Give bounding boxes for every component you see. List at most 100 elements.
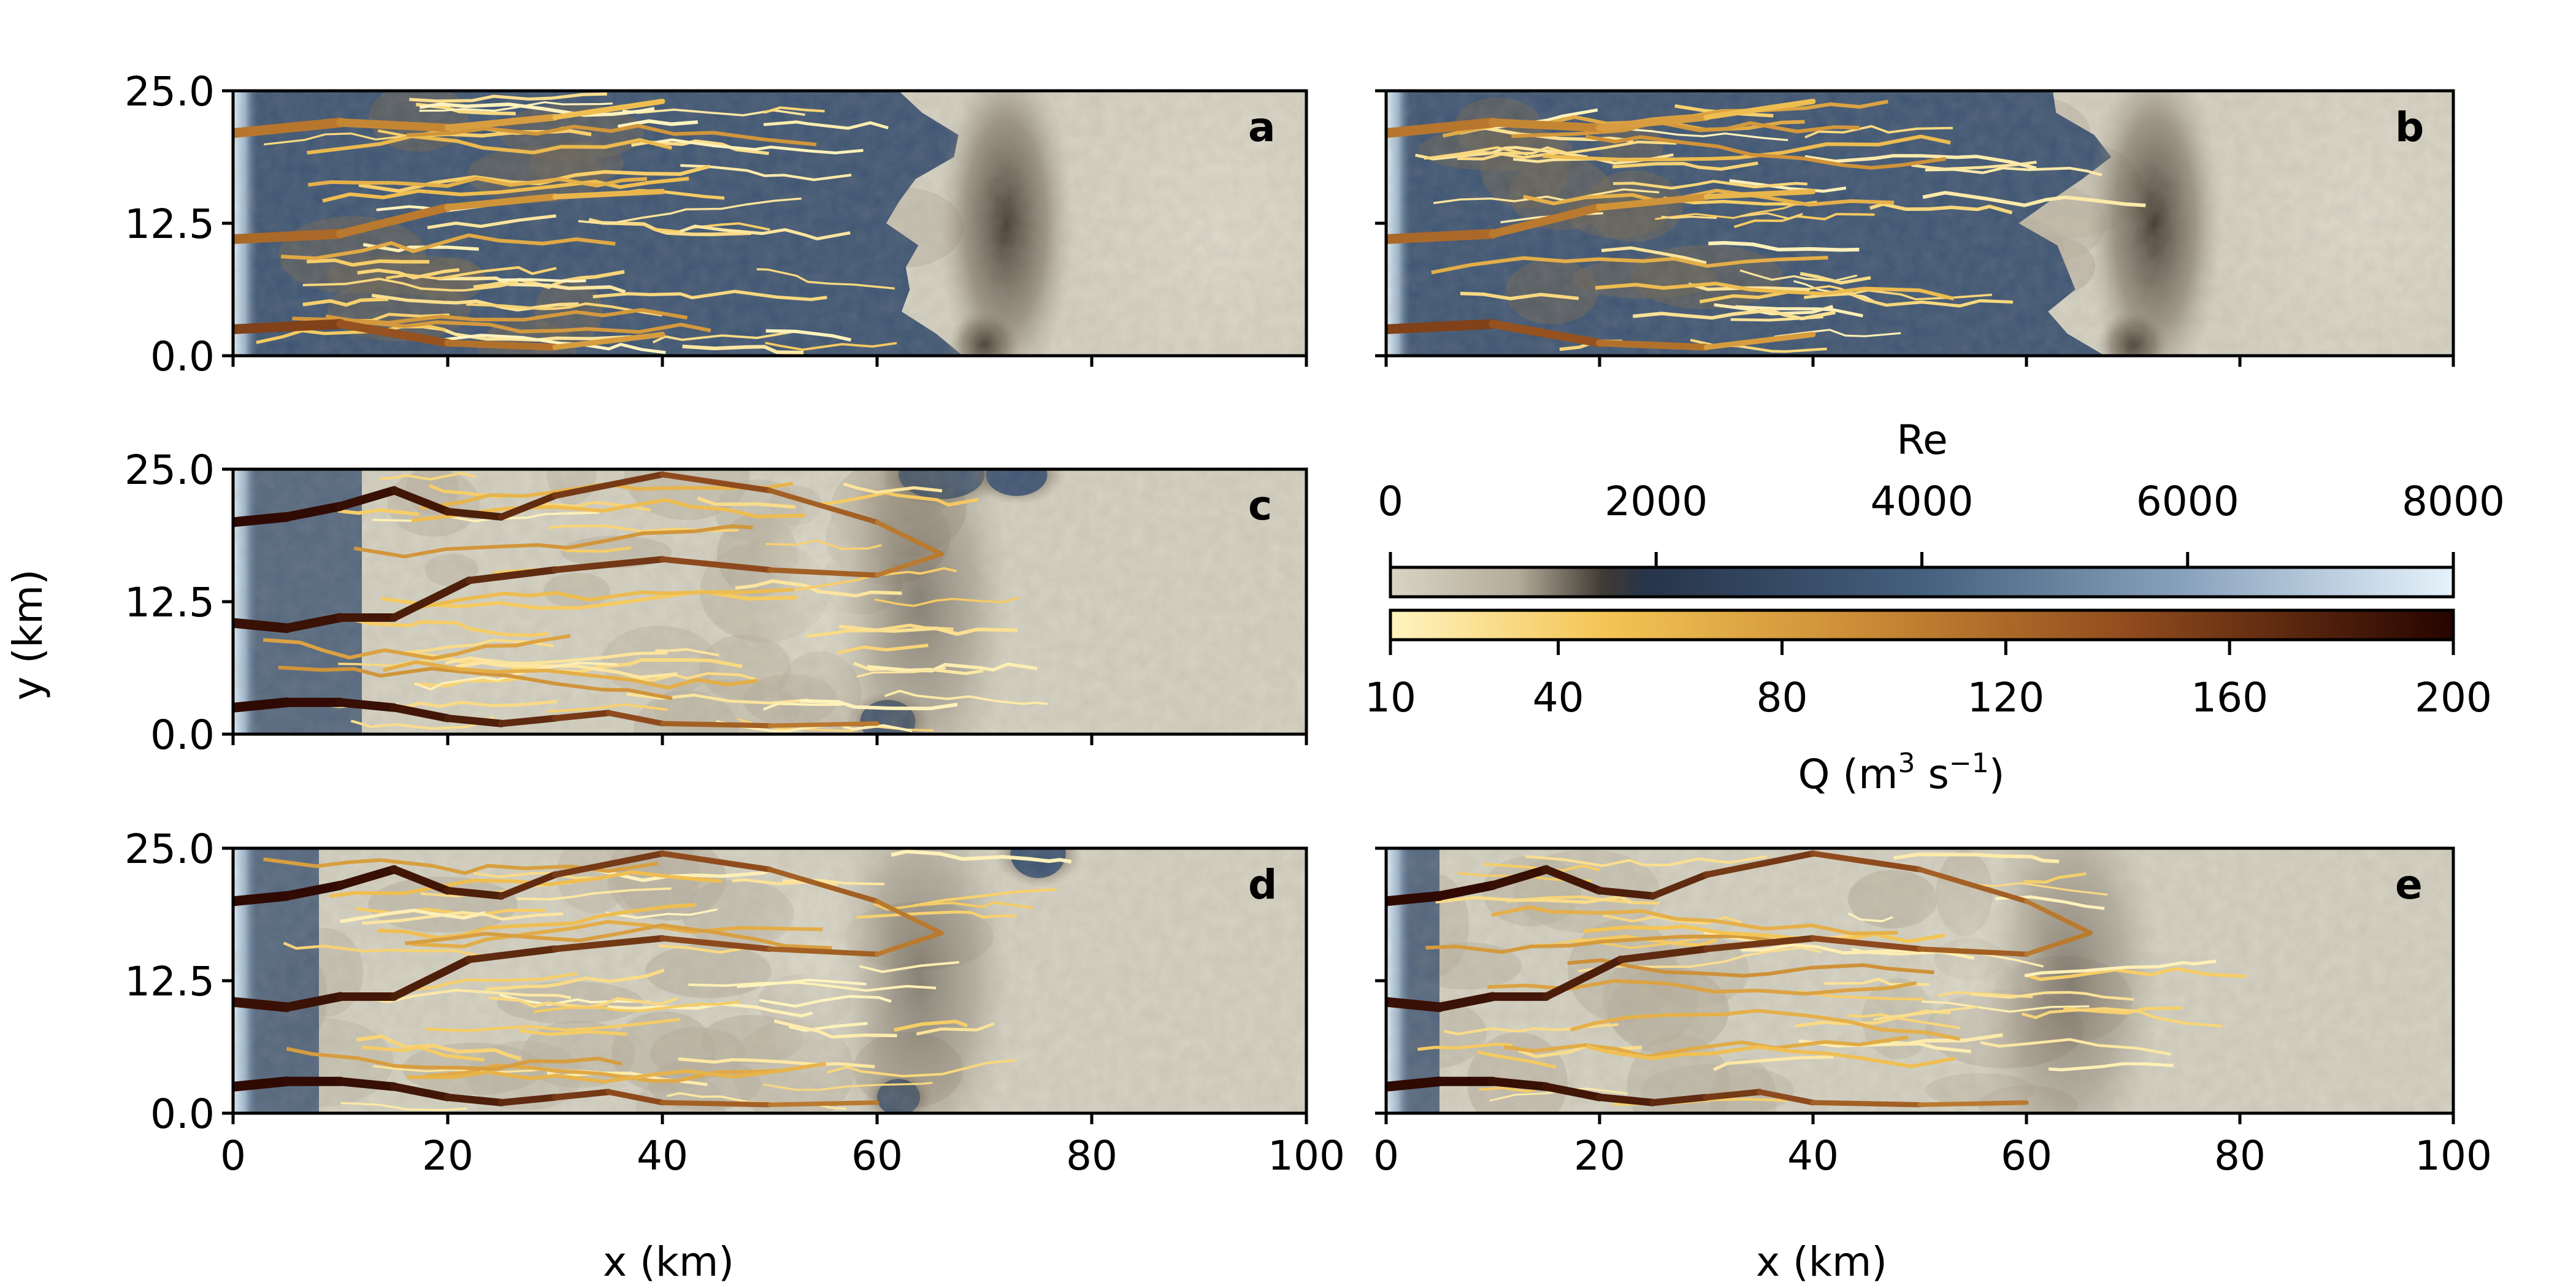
y-tick-label: 25.0	[125, 826, 215, 873]
channel-segment	[1708, 241, 1860, 252]
channel-segment	[1661, 215, 1717, 220]
channel-segment	[1543, 134, 1951, 162]
channel-segment	[356, 1034, 522, 1061]
channel-segment	[867, 662, 1038, 673]
main-channel-1	[1386, 319, 1498, 334]
channel-segment	[302, 297, 389, 307]
q-colorbar-tick-label: 120	[1967, 674, 2044, 721]
channel-segment	[1739, 212, 1803, 220]
re-colorbar-tick-label: 2000	[1604, 478, 1708, 525]
main-channel-1	[551, 710, 612, 722]
x-axis-label-left: x (km)	[603, 1238, 734, 1286]
main-channel-1	[443, 715, 505, 727]
main-channel-1	[233, 1076, 292, 1092]
channel-segment	[763, 120, 889, 130]
main-channel-3	[335, 486, 399, 511]
channel-segment	[678, 1057, 875, 1068]
channel-segment	[1491, 905, 1898, 935]
channel-segment	[350, 617, 549, 637]
main-channel-1	[1703, 332, 1816, 350]
channel-segment	[762, 702, 842, 711]
q-colorbar-tick-label: 40	[1533, 674, 1584, 721]
channel-segment	[799, 699, 958, 710]
channel-segment	[1714, 303, 1833, 316]
main-channel-3	[1386, 891, 1444, 907]
main-channel-3	[659, 850, 773, 873]
main-channel-3	[389, 865, 452, 895]
channel-segment	[913, 887, 1057, 908]
main-channel-3	[1703, 98, 1816, 120]
channel-segment	[1804, 154, 2037, 171]
channel-segment	[1460, 291, 1579, 301]
x-tick-label: 0	[220, 1132, 246, 1179]
main-channel-2	[1596, 193, 1710, 211]
channel-segment	[1729, 179, 1847, 193]
panel-b: b	[1375, 89, 2455, 367]
channel-segment	[578, 197, 802, 225]
main-channel-1	[1917, 1100, 2029, 1107]
channel-segment	[1804, 125, 1953, 139]
channel-segment	[837, 643, 929, 655]
q-colorbar-tick-label: 160	[2191, 674, 2268, 721]
channel-segment	[438, 276, 626, 294]
channel-segment	[1477, 1050, 1557, 1069]
channel-segment	[811, 491, 979, 507]
main-channel-1	[389, 703, 452, 723]
channel-segment	[1970, 882, 2108, 896]
channel-segment	[1890, 1033, 2003, 1046]
channel-segment	[626, 692, 809, 705]
main-channel-1	[233, 697, 292, 713]
main-channel-2	[282, 992, 345, 1012]
channel-segment	[592, 289, 827, 301]
main-channel-3	[875, 899, 944, 935]
main-channel-3	[443, 887, 505, 900]
channel-segment	[916, 1022, 995, 1036]
y-tick-label: 25.0	[125, 68, 215, 115]
channel-segment	[762, 1081, 933, 1091]
channel-segment	[1893, 853, 2060, 864]
channel-segment	[1735, 305, 1863, 318]
channel-segment	[386, 266, 557, 280]
channel-segment	[307, 258, 430, 267]
main-channel-3	[282, 501, 345, 522]
main-channel-1	[1488, 1077, 1551, 1091]
channel-segment	[1503, 1035, 1909, 1059]
channel-segment	[322, 177, 689, 203]
main-channel-2	[1617, 945, 1710, 964]
main-channel-1	[389, 1083, 452, 1102]
channel-segment	[1869, 202, 2013, 215]
panel-label: e	[2395, 861, 2423, 908]
panel-e: e 0 20 40 60 80 100	[1373, 846, 2492, 1179]
channel-segment	[1431, 256, 1828, 275]
main-channel-1	[1386, 1076, 1444, 1092]
channel-segment	[856, 910, 1017, 919]
channel-segment	[1424, 146, 1528, 160]
main-channel-3	[875, 519, 944, 556]
panel-a: a 0.0 12.5 25.0	[125, 68, 1308, 380]
channel-segment	[1713, 1055, 1834, 1071]
channel-segment	[1612, 180, 1807, 190]
channel-segment	[414, 661, 618, 691]
channel-segment	[445, 651, 668, 665]
channel-segment	[362, 1045, 485, 1062]
main-channel-1	[1596, 339, 1710, 351]
channel-segment	[756, 268, 895, 289]
main-channel-1	[497, 715, 559, 727]
main-channel-3	[335, 865, 399, 890]
channel-segment	[263, 634, 571, 661]
colorbar-group: Re 0 2000 4000 6000 8000 10 40 80 120 160 200 Q (…	[1365, 416, 2505, 798]
y-tick-label: 0.0	[150, 711, 215, 759]
main-channel-1	[552, 332, 665, 350]
channel-segment	[682, 344, 804, 355]
channel-segment	[737, 978, 867, 989]
channel-segment	[1567, 958, 1934, 978]
channel-segment	[874, 596, 1020, 607]
main-channel-2	[390, 956, 473, 1001]
main-channel-3	[1435, 880, 1498, 901]
channel-segment	[1487, 979, 1917, 996]
re-colorbar-label: Re	[1896, 416, 1948, 464]
channel-segment	[411, 498, 806, 523]
y-tick-label: 0.0	[150, 333, 215, 380]
channel-segment	[308, 176, 647, 188]
main-channel-3	[767, 867, 880, 904]
